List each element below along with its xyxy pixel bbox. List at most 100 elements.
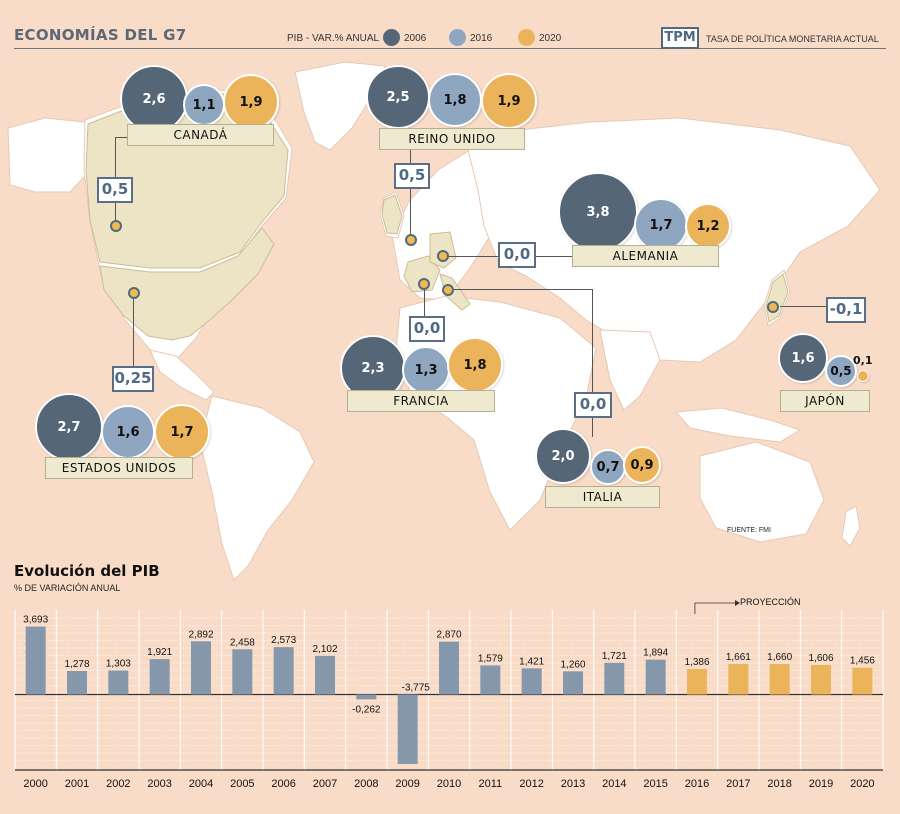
france-region	[403, 255, 441, 293]
japan-2006-bubble: 1,6	[778, 333, 828, 383]
bar-2015	[645, 659, 666, 695]
bar-label-2006: 2,573	[271, 635, 296, 646]
japan-marker	[767, 301, 779, 313]
bar-label-2004: 2,892	[188, 629, 213, 640]
legend-2016-label: 2016	[470, 33, 493, 44]
year-label-2014: 2014	[602, 778, 626, 790]
tpm-description: TASA DE POLÍTICA MONETARIA ACTUAL	[706, 34, 879, 44]
usa-label: ESTADOS UNIDOS	[45, 457, 193, 479]
bar-label-2000: 3,693	[23, 615, 48, 626]
germany-2020-bubble: 1,2	[685, 203, 731, 249]
bar-2011	[480, 665, 501, 695]
bar-label-2016: 1,386	[684, 657, 709, 668]
bar-2013	[563, 671, 583, 695]
legend-2006-label: 2006	[404, 33, 427, 44]
uk-region	[381, 194, 403, 235]
usa-tpm: 0,25	[112, 366, 154, 392]
bar-2002	[108, 670, 129, 695]
bar-2008	[356, 694, 377, 700]
bar-label-2013: 1,260	[560, 659, 585, 670]
canada-tpm: 0,5	[97, 177, 133, 203]
bar-label-2009: -3,775	[401, 683, 430, 694]
germany-marker	[437, 250, 449, 262]
uk-leader	[410, 145, 411, 238]
bar-2001	[67, 670, 87, 695]
year-label-2018: 2018	[767, 778, 791, 790]
year-label-2020: 2020	[850, 778, 874, 790]
year-label-2019: 2019	[809, 778, 833, 790]
bar-label-2019: 1,606	[808, 653, 833, 664]
bar-2003	[149, 659, 170, 695]
bar-2014	[604, 662, 625, 695]
greenland-shape	[294, 61, 386, 151]
bar-2012	[521, 668, 542, 695]
usa-region	[99, 227, 275, 341]
japan-2016-bubble: 0,5	[825, 355, 857, 387]
page-title: ECONOMÍAS DEL G7	[14, 26, 187, 44]
bar-label-2014: 1,721	[602, 651, 627, 662]
bar-label-2012: 1,421	[519, 656, 544, 667]
legend-2016-swatch	[449, 29, 466, 46]
bar-2016	[687, 668, 707, 695]
year-label-2004: 2004	[189, 778, 213, 790]
italy-label: ITALIA	[545, 486, 660, 508]
chart-ylabel: % DE VARIACIÓN ANUAL	[14, 583, 121, 593]
japan-label: JAPÓN	[780, 390, 870, 412]
bar-2018	[769, 663, 790, 695]
france-2020-bubble: 1,8	[447, 337, 503, 393]
italy-leader-v	[592, 289, 593, 437]
usa-marker	[128, 287, 140, 299]
bar-2006	[273, 647, 294, 695]
bar-label-2018: 1,660	[767, 652, 792, 663]
year-label-2008: 2008	[354, 778, 378, 790]
legend-2020-swatch	[518, 29, 535, 46]
alaska-shape	[7, 117, 96, 193]
bar-label-2005: 2,458	[230, 637, 255, 648]
year-label-2002: 2002	[106, 778, 130, 790]
usa-leader	[133, 296, 134, 376]
bar-label-2001: 1,278	[64, 659, 89, 670]
india-shape	[599, 329, 661, 411]
title-divider	[14, 48, 886, 49]
year-label-2005: 2005	[230, 778, 254, 790]
bar-label-2015: 1,894	[643, 648, 668, 659]
canada-label: CANADÁ	[127, 124, 274, 146]
japan-tpm: -0,1	[826, 297, 866, 323]
bar-2007	[315, 655, 335, 695]
bar-label-2011: 1,579	[478, 653, 503, 664]
bar-2017	[728, 663, 749, 695]
france-marker	[418, 278, 430, 290]
year-label-2017: 2017	[726, 778, 750, 790]
germany-label: ALEMANIA	[572, 245, 719, 267]
italy-2020-bubble: 0,9	[623, 446, 661, 484]
legend-label: PIB - VAR.% ANUAL	[287, 33, 380, 44]
year-label-2016: 2016	[685, 778, 709, 790]
bar-label-2007: 2,102	[312, 644, 337, 655]
year-label-2010: 2010	[437, 778, 461, 790]
year-label-2000: 2000	[23, 778, 47, 790]
uk-tpm: 0,5	[394, 163, 430, 189]
central-america-shape	[149, 349, 215, 401]
canada-leader-h	[115, 137, 127, 138]
bar-2019	[811, 664, 831, 695]
bar-label-2010: 2,870	[436, 630, 461, 641]
bar-label-2008: -0,262	[352, 704, 381, 715]
source-note: FUENTE: FMI	[727, 527, 771, 534]
uk-label: REINO UNIDO	[379, 128, 525, 150]
bar-label-2002: 1,303	[106, 659, 131, 670]
uk-2016-bubble: 1,8	[428, 73, 482, 127]
italy-tpm: 0,0	[574, 392, 612, 418]
bar-label-2020: 1,456	[850, 656, 875, 667]
canada-marker	[110, 220, 122, 232]
italy-marker	[442, 284, 454, 296]
year-label-2006: 2006	[271, 778, 295, 790]
germany-tpm: 0,0	[498, 242, 536, 268]
projection-label: PROYECCIÓN	[740, 597, 801, 607]
south-america-shape	[199, 395, 315, 581]
projection-arrow-head	[735, 600, 740, 606]
france-label: FRANCIA	[347, 390, 495, 412]
france-leader	[424, 287, 425, 339]
legend-2020-label: 2020	[539, 33, 562, 44]
tpm-badge: TPM	[661, 27, 699, 49]
